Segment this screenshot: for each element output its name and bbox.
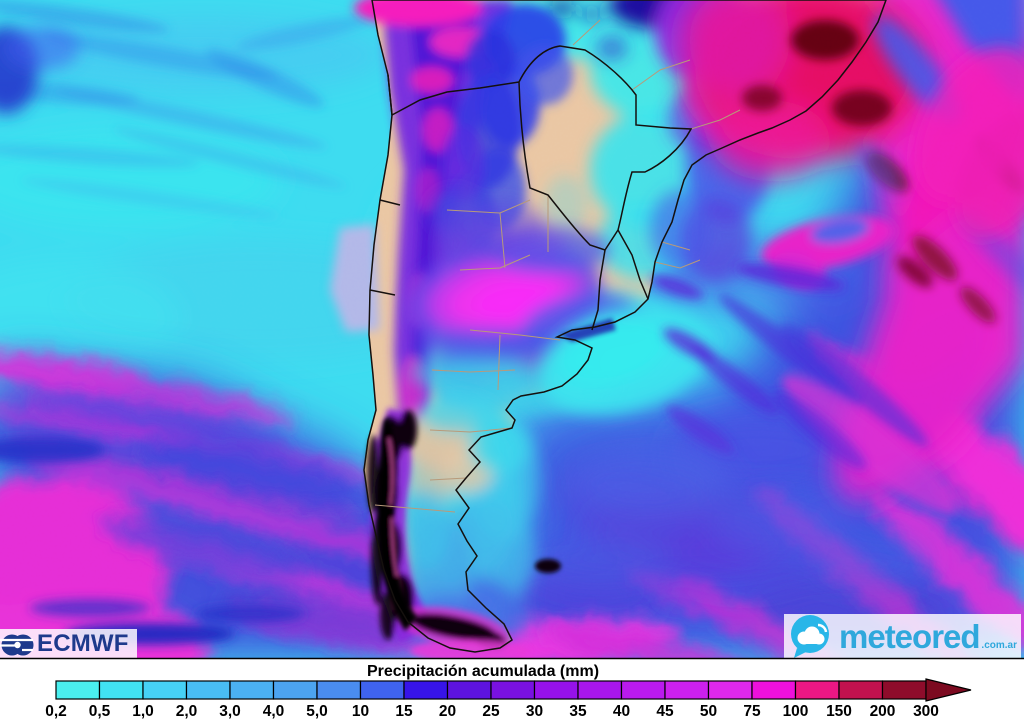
svg-text:200: 200: [870, 703, 896, 720]
svg-text:0,5: 0,5: [89, 703, 111, 720]
svg-text:30: 30: [526, 703, 543, 720]
svg-text:10: 10: [352, 703, 369, 720]
svg-text:100: 100: [783, 703, 809, 720]
svg-text:4,0: 4,0: [263, 703, 285, 720]
svg-text:40: 40: [613, 703, 630, 720]
svg-text:45: 45: [656, 703, 674, 720]
svg-text:2,0: 2,0: [176, 703, 198, 720]
svg-text:ECMWF: ECMWF: [37, 630, 129, 657]
svg-text:meteored: meteored: [839, 618, 980, 655]
svg-text:.com.ar: .com.ar: [981, 640, 1017, 651]
svg-text:0,2: 0,2: [45, 703, 67, 720]
svg-text:25: 25: [482, 703, 500, 720]
svg-text:35: 35: [569, 703, 587, 720]
svg-text:50: 50: [700, 703, 717, 720]
svg-text:75: 75: [743, 703, 761, 720]
svg-text:3,0: 3,0: [219, 703, 241, 720]
svg-text:20: 20: [439, 703, 456, 720]
svg-text:1,0: 1,0: [132, 703, 154, 720]
svg-text:Precipitación acumulada (mm): Precipitación acumulada (mm): [367, 663, 599, 680]
svg-text:150: 150: [826, 703, 852, 720]
svg-text:5,0: 5,0: [306, 703, 328, 720]
svg-text:15: 15: [395, 703, 413, 720]
svg-text:300: 300: [913, 703, 939, 720]
